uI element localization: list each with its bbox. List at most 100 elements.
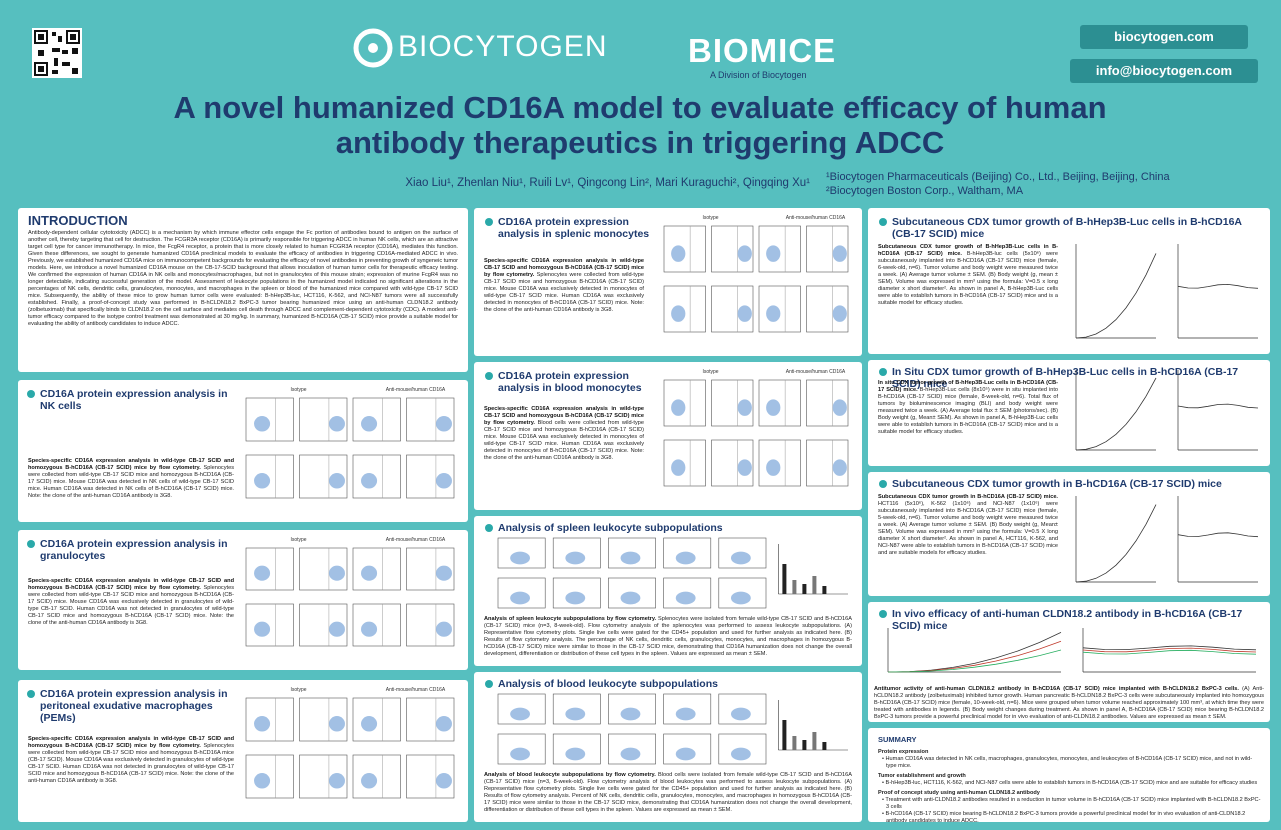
plot-frame [245, 603, 294, 647]
website[interactable]: biocytogen.com [1080, 25, 1248, 49]
bar-shape [782, 720, 787, 750]
cell-cloud [510, 747, 531, 761]
cell-cloud [675, 551, 696, 565]
plot-frame [663, 379, 706, 427]
trend-line [1082, 645, 1257, 651]
lead-sentence: Species-specific CD16A expression analys… [28, 736, 234, 749]
summary-bullet: • Treatment with anti-CLDN18.2 antibodie… [882, 797, 1261, 810]
cell-cloud [766, 459, 781, 476]
figure: Isotype Anti-mouse/human CD16A [245, 687, 455, 799]
section-title: CD16A protein expression analysis in blo… [485, 370, 658, 394]
bar-shape [822, 742, 827, 750]
plot-frame [352, 603, 401, 647]
logo-icon [353, 28, 393, 68]
affiliation: ²Biocytogen Boston Corp., Waltham, MA [826, 185, 1024, 197]
cell-cloud [435, 473, 452, 489]
cell-cloud [328, 565, 345, 581]
body-text: B-hHep3B-Luc cells (8x10⁵) were in situ … [878, 387, 1058, 435]
lead-sentence: Species-specific CD16A expression analys… [484, 258, 644, 278]
cell-cloud [254, 565, 271, 581]
section-title: CD16A protein expression analysis in spl… [485, 216, 658, 240]
summary-bullet: • B-hCD16A (CB-17 SCID) mice bearing B-h… [882, 811, 1246, 822]
plot-frame [245, 697, 294, 742]
plot-frame [352, 454, 401, 499]
cell-cloud [328, 416, 345, 432]
lead-sentence: Subcutaneous CDX tumor growth in B-hCD16… [878, 494, 1058, 500]
body-text: Splenocytes were collected from wild-typ… [28, 585, 234, 626]
summary-title: SUMMARY [878, 735, 917, 744]
section-card: INTRODUCTION Antibody-dependent cellular … [18, 208, 468, 372]
body-text: Splenocytes were collected from wild-typ… [28, 743, 234, 784]
cell-cloud [361, 416, 378, 432]
plot-frame [663, 439, 706, 487]
summary-heading: Tumor establishment and growth [878, 773, 966, 779]
plot-frame [758, 439, 801, 487]
figure: Isotype Anti-mouse/human CD16A [663, 369, 849, 487]
title: A novel humanized CD16A model to evaluat… [173, 90, 1107, 160]
cell-cloud [435, 416, 452, 432]
cell-cloud [254, 416, 271, 432]
figure [497, 537, 848, 609]
cell-cloud [361, 716, 378, 732]
trend-line [887, 649, 1062, 673]
figure [497, 693, 848, 765]
cell-cloud [737, 459, 752, 476]
cell-cloud [832, 305, 847, 322]
section-text: Analysis of blood leukocyte subpopulatio… [484, 772, 852, 814]
cell-cloud [620, 591, 641, 605]
panel-header: Anti-mouse/human CD16A [786, 369, 846, 375]
body-text: Splenocytes were collected from wild-typ… [28, 465, 234, 499]
trend-line [1075, 253, 1157, 339]
plot-frame [245, 754, 294, 799]
logo-left: BIOCYTOGEN [398, 30, 608, 63]
figure [1075, 496, 1259, 583]
summary-bullet: • Human CD16A was detected in NK cells, … [882, 756, 1253, 769]
cell-cloud [832, 399, 847, 416]
lead-sentence: Species-specific CD16A expression analys… [484, 406, 644, 426]
cell-cloud [832, 459, 847, 476]
cell-cloud [766, 305, 781, 322]
trend-line [1075, 377, 1157, 451]
plot-frame [758, 285, 801, 333]
cell-cloud [730, 591, 751, 605]
trend-line [1082, 647, 1257, 653]
section-card: CD16A protein expression analysis in gra… [18, 530, 468, 670]
figure [887, 628, 1257, 673]
body-text: B-hHep3B-luc cells (5x10⁶) were subcutan… [878, 251, 1058, 306]
cell-cloud [730, 551, 751, 565]
trend-line [1177, 403, 1259, 409]
section-text: Species-specific CD16A expression analys… [484, 406, 644, 462]
cell-cloud [361, 621, 378, 637]
body-text: Blood cells were isolated from female wi… [484, 772, 853, 813]
section-title: Subcutaneous CDX tumor growth of B-hHep3… [879, 216, 1262, 240]
section-title: CD16A protein expression analysis in per… [27, 688, 230, 724]
bar-shape [782, 564, 787, 594]
section-card: Analysis of spleen leukocyte subpopulati… [474, 516, 862, 666]
logo-subtitle: A Division of Biocytogen [710, 70, 807, 80]
panel-header: Anti-mouse/human CD16A [386, 387, 446, 393]
section-card: Subcutaneous CDX tumor growth in B-hCD16… [868, 472, 1270, 596]
trend-line [1082, 649, 1257, 655]
plot-frame [352, 547, 401, 591]
cell-cloud [565, 707, 586, 721]
email[interactable]: info@biocytogen.com [1070, 59, 1258, 83]
section-text: Analysis of spleen leukocyte subpopulati… [484, 616, 852, 658]
cell-cloud [737, 399, 752, 416]
cell-cloud [565, 591, 586, 605]
logo-right: BIOMICE [688, 32, 837, 69]
cell-cloud [435, 716, 452, 732]
cell-cloud [565, 551, 586, 565]
section-text: Species-specific CD16A expression analys… [28, 458, 234, 500]
plot-frame [758, 379, 801, 427]
cell-cloud [361, 773, 378, 789]
cell-cloud [435, 773, 452, 789]
section-title: Analysis of blood leukocyte subpopulatio… [485, 678, 838, 690]
lead-sentence: Analysis of spleen leukocyte subpopulati… [484, 616, 657, 622]
qr-code [32, 28, 82, 78]
cell-cloud [675, 591, 696, 605]
panel-header: Isotype [290, 687, 306, 693]
cell-cloud [671, 245, 686, 262]
cell-cloud [671, 305, 686, 322]
cell-cloud [565, 747, 586, 761]
